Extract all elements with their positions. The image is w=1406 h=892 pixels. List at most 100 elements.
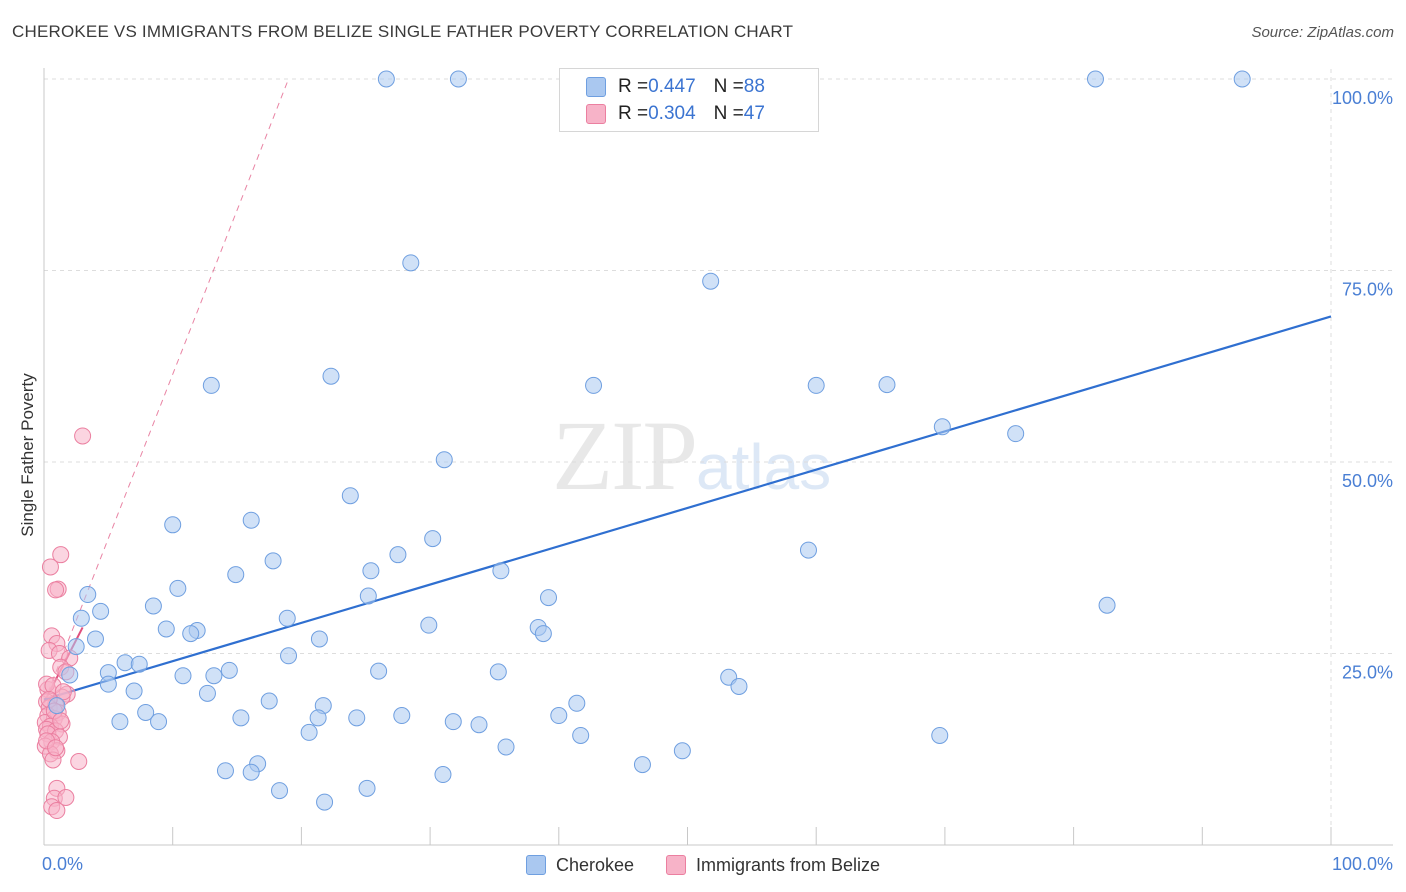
cherokee-point [362,562,380,580]
legend-row-cherokee: R = 0.447 N = 88 [586,76,765,98]
cherokee-point [264,552,282,570]
cherokee-point [205,667,223,685]
cherokee-point [341,487,359,505]
cherokee-point [116,654,134,672]
cherokee-point [435,451,453,469]
cherokee-point [174,667,192,685]
cherokee-point [130,655,148,673]
cherokee-point [1098,596,1116,614]
cherokee-point [807,376,825,394]
cherokee-point [931,726,949,744]
cherokee-point [309,709,327,727]
cherokee-point [278,609,296,627]
cherokee-point [164,516,182,534]
cherokee-point [1233,70,1251,88]
belize-point [47,581,65,599]
cherokee-point [220,661,238,679]
cherokee-point [702,272,720,290]
point-layer [36,70,1251,820]
cherokee-point [393,707,411,725]
cherokee-point [67,638,85,656]
cherokee-point [568,694,586,712]
legend-row-belize: R = 0.304 N = 47 [586,103,765,125]
legend-item-cherokee[interactable]: Cherokee [525,854,634,876]
cherokee-point [242,511,260,529]
y-tick-label: 25.0% [1342,663,1393,683]
cherokee-point [1007,425,1025,443]
cherokee-point [540,589,558,607]
cherokee-point [348,709,366,727]
cherokee-point [322,367,340,385]
cherokee-point [444,713,462,731]
cherokee-point [377,70,395,88]
belize-point [70,753,88,771]
cherokee-trend-line [43,315,1332,701]
cherokee-point [633,756,651,774]
cherokee-point [232,709,250,727]
label-layer: 25.0% 50.0% 75.0% 100.0% 0.0% 100.0% [42,88,1393,874]
cherokee-n-label: N = [713,76,744,97]
cherokee-point [492,562,510,580]
cherokee-point [585,376,603,394]
belize-point [52,712,70,730]
cherokee-point [271,782,289,800]
axis-layer [43,68,1393,846]
stats-legend: R = 0.447 N = 88 R = 0.304 N = 47 [559,68,819,132]
cherokee-point [198,684,216,702]
belize-point [57,789,75,807]
cherokee-point [242,763,260,781]
cherokee-point [316,793,334,811]
belize-n-label: N = [713,103,744,124]
y-tick-label: 50.0% [1342,471,1393,491]
cherokee-point [534,625,552,643]
cherokee-point [358,779,376,797]
cherokee-point [260,692,278,710]
cherokee-legend-label: Cherokee [555,854,634,875]
cherokee-point [420,616,438,634]
cherokee-point [182,625,200,643]
cherokee-point [157,620,175,638]
cherokee-point [1086,70,1104,88]
cherokee-point [933,418,951,436]
belize-point [54,683,72,701]
cherokee-point [424,530,442,548]
belize-point [48,802,66,820]
cherokee-point [202,376,220,394]
cherokee-point [370,662,388,680]
belize-n-value: 47 [743,103,765,124]
cherokee-point [137,703,155,721]
chart-title: CHEROKEE VS IMMIGRANTS FROM BELIZE SINGL… [12,22,794,41]
belize-point [47,739,65,757]
cherokee-point [61,666,79,684]
cherokee-r-value: 0.447 [648,76,696,97]
cherokee-point [150,713,168,731]
cherokee-point [169,579,187,597]
cherokee-point [300,723,318,741]
y-tick-label: 100.0% [1332,88,1393,108]
cherokee-point [389,546,407,564]
belize-legend-label: Immigrants from Belize [696,854,881,875]
watermark: ZIPatlas [552,398,831,513]
cherokee-legend-swatch [525,855,546,875]
cherokee-point [730,677,748,695]
cherokee-point [310,630,328,648]
belize-r-value: 0.304 [648,103,696,124]
belize-point [74,427,92,445]
cherokee-point [359,587,377,605]
cherokee-point [489,663,507,681]
legend-item-belize[interactable]: Immigrants from Belize [666,855,880,876]
cherokee-point [125,682,143,700]
cherokee-point [878,376,896,394]
cherokee-point [550,707,568,725]
cherokee-point [227,566,245,584]
trend-layer [43,78,1332,703]
cherokee-point [144,597,162,615]
belize-trend-extended [43,78,289,703]
y-tick-label: 75.0% [1342,280,1393,300]
belize-swatch [586,104,606,124]
x-tick-label: 100.0% [1332,854,1393,874]
cherokee-n-value: 88 [743,76,765,97]
cherokee-point [79,586,97,604]
belize-point [52,546,70,564]
